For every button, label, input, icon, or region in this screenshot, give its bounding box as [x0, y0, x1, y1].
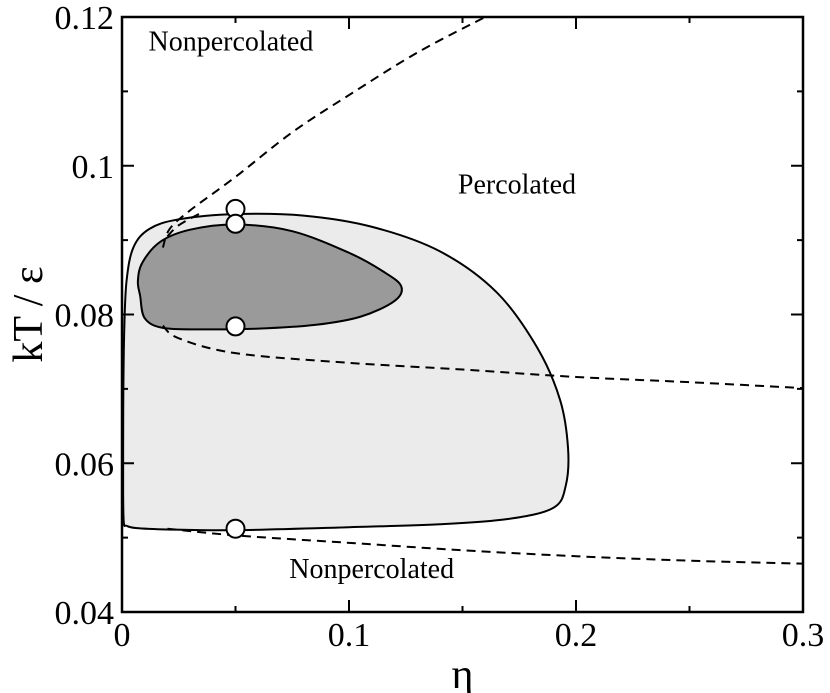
- inner-region-boundary: [136, 223, 403, 331]
- regions-layer: [122, 212, 570, 532]
- region-label-3: Nonpercolated: [289, 554, 454, 585]
- y-tick-label: 0.1: [72, 149, 115, 186]
- y-tick-label: 0.08: [55, 298, 115, 335]
- y-tick-label: 0.12: [55, 0, 115, 37]
- data-marker-4: [225, 518, 246, 539]
- y-tick-label: 0.04: [55, 595, 115, 632]
- ticks-layer: [121, 16, 804, 613]
- x-tick-label: 0.3: [782, 617, 825, 654]
- lines-layer: [161, 16, 804, 565]
- y-tick-label: 0.06: [55, 446, 115, 483]
- x-tick-label: 0.2: [555, 617, 598, 654]
- x-axis-title: η: [452, 652, 474, 693]
- x-tick-label: 0: [114, 617, 131, 654]
- upper-dashed-curve: [161, 16, 486, 248]
- markers-layer: [225, 198, 246, 539]
- bottom-dashed-curve: [167, 527, 804, 565]
- region-label-1: Nonpercolated: [149, 26, 314, 57]
- x-tick-label: 0.1: [328, 617, 371, 654]
- labels-layer: 0 0.1 0.2 0.3 0.04 0.06 0.08 0.1 0.12 Nonpercolat…: [55, 0, 825, 654]
- region-label-2: Percolated: [458, 169, 576, 200]
- y-axis-title: kT / ε: [6, 266, 52, 362]
- middle-dashed-curve: [166, 211, 202, 238]
- data-marker-3: [225, 316, 246, 337]
- data-marker-2: [225, 213, 246, 234]
- lower-left-dashed-curve: [162, 324, 804, 390]
